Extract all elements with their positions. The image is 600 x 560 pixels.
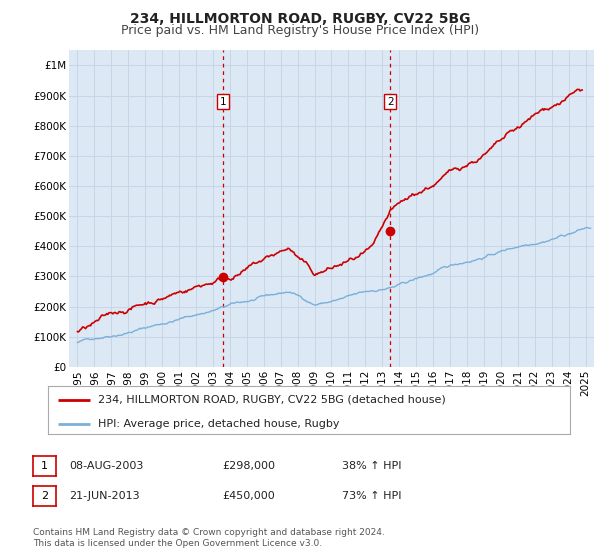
Text: Price paid vs. HM Land Registry's House Price Index (HPI): Price paid vs. HM Land Registry's House … bbox=[121, 24, 479, 37]
Text: 08-AUG-2003: 08-AUG-2003 bbox=[69, 461, 143, 471]
Text: 73% ↑ HPI: 73% ↑ HPI bbox=[342, 491, 401, 501]
Text: 234, HILLMORTON ROAD, RUGBY, CV22 5BG: 234, HILLMORTON ROAD, RUGBY, CV22 5BG bbox=[130, 12, 470, 26]
Text: 1: 1 bbox=[41, 461, 48, 471]
Text: 38% ↑ HPI: 38% ↑ HPI bbox=[342, 461, 401, 471]
Text: 2: 2 bbox=[387, 97, 394, 106]
Text: 21-JUN-2013: 21-JUN-2013 bbox=[69, 491, 140, 501]
Text: HPI: Average price, detached house, Rugby: HPI: Average price, detached house, Rugb… bbox=[98, 418, 339, 428]
Text: £298,000: £298,000 bbox=[222, 461, 275, 471]
Text: 1: 1 bbox=[220, 97, 226, 106]
Text: 2: 2 bbox=[41, 491, 48, 501]
Text: Contains HM Land Registry data © Crown copyright and database right 2024.
This d: Contains HM Land Registry data © Crown c… bbox=[33, 528, 385, 548]
Text: 234, HILLMORTON ROAD, RUGBY, CV22 5BG (detached house): 234, HILLMORTON ROAD, RUGBY, CV22 5BG (d… bbox=[98, 395, 445, 405]
Text: £450,000: £450,000 bbox=[222, 491, 275, 501]
